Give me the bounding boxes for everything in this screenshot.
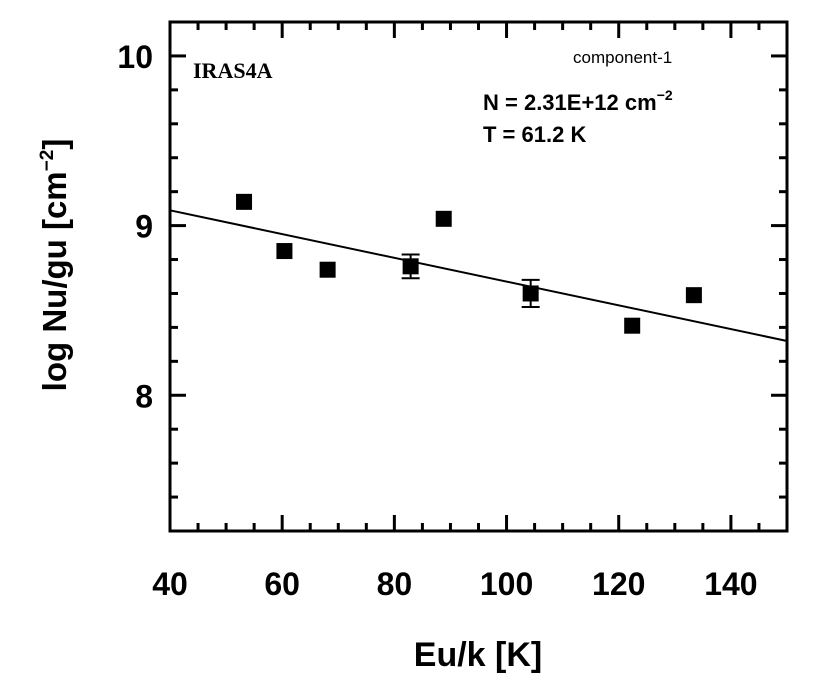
data-point: [435, 210, 452, 227]
fit-t-annotation: T = 61.2 K: [483, 122, 586, 147]
y-tick-label: 9: [135, 209, 153, 245]
data-point: [685, 287, 702, 304]
x-tick-label: 120: [592, 566, 645, 602]
x-tick-label: 140: [704, 566, 757, 602]
data-points: [236, 193, 702, 334]
fit-line-group: [169, 209, 788, 342]
data-point: [319, 261, 336, 278]
y-tick-label: 10: [117, 39, 153, 75]
tick-marks: [168, 20, 787, 531]
tick-labels: 40 60 80 100 120 140 8 9 10: [117, 39, 757, 602]
y-tick-label: 8: [135, 378, 153, 414]
x-axis-title: Eu/k [K]: [414, 636, 542, 674]
data-point: [276, 243, 293, 260]
y-axis-title-exponent: −2: [37, 150, 58, 172]
y-axis-title-main: log Nu/gu [cm: [36, 171, 73, 391]
x-tick-label: 80: [377, 566, 413, 602]
x-tick-label: 40: [152, 566, 188, 602]
fit-n-annotation: N = 2.31E+12 cm−2: [483, 87, 673, 115]
component-label: component-1: [573, 48, 672, 67]
x-tick-label: 100: [480, 566, 533, 602]
data-point: [522, 285, 539, 302]
y-axis-title: log Nu/gu [cm−2]: [36, 139, 73, 392]
fit-n-text: N = 2.31E+12 cm: [483, 90, 657, 115]
data-point: [402, 258, 419, 275]
source-label: IRAS4A: [193, 58, 273, 83]
data-point: [624, 317, 641, 334]
x-tick-label: 60: [264, 566, 300, 602]
y-axis-title-close: ]: [36, 139, 73, 150]
fit-line: [169, 209, 788, 342]
fit-n-exponent: −2: [657, 87, 673, 103]
data-point: [236, 193, 253, 210]
